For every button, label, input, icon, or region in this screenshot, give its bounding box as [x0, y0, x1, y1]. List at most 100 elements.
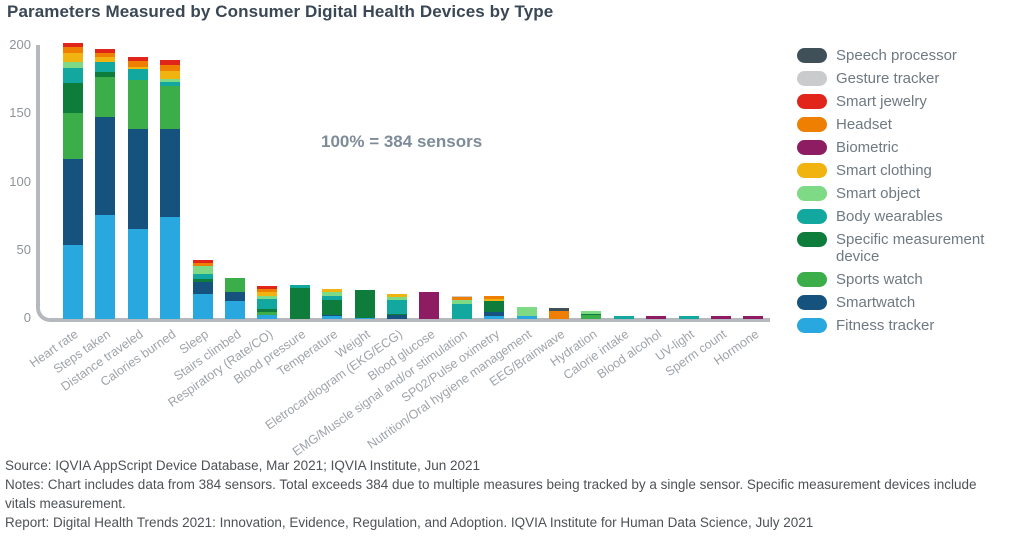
bar-calories-burned	[160, 59, 181, 319]
bar-segment	[192, 273, 213, 280]
bar-segment	[322, 291, 343, 296]
bar-segment	[127, 66, 148, 70]
legend-label: Gesture tracker	[836, 70, 940, 87]
legend-item-sports-watch: Sports watch	[797, 271, 1024, 288]
bar-segment	[95, 56, 116, 63]
bar-segment	[451, 295, 472, 298]
legend-swatch-icon	[797, 186, 827, 201]
bar-segment	[289, 284, 310, 288]
bar-segment	[322, 289, 343, 292]
bar-segment	[95, 62, 116, 72]
bar-sleep	[192, 260, 213, 319]
bar-segment	[387, 313, 407, 315]
footer-report: Report: Digital Health Trends 2021: Inno…	[5, 515, 814, 531]
bar-sperm-count	[711, 316, 731, 319]
bar-segment	[192, 294, 213, 319]
bar-distance-traveled	[127, 56, 148, 319]
y-tick-label: 150	[9, 105, 31, 121]
footer-source: Source: IQVIA AppScript Device Database,…	[5, 458, 481, 473]
page-title: Parameters Measured by Consumer Digital …	[7, 2, 554, 21]
bar-steps-taken	[95, 48, 116, 319]
bar-segment	[127, 69, 148, 81]
bar-segment	[127, 56, 148, 62]
legend-item-smartwatch: Smartwatch	[797, 294, 1024, 311]
legend-item-fitness-tracker: Fitness tracker	[797, 317, 1024, 334]
legend-swatch-icon	[797, 48, 827, 63]
bar-segment	[225, 291, 245, 302]
legend-label: Sports watch	[836, 271, 923, 288]
bar-segment	[63, 47, 83, 53]
bar-segment	[63, 245, 83, 319]
bar-segment	[257, 286, 278, 290]
bar-uv-light	[678, 316, 699, 319]
bar-sp02-pulse-oximetry	[484, 295, 505, 319]
legend-swatch-icon	[797, 272, 827, 287]
bar-segment	[160, 216, 181, 319]
bar-segment	[257, 309, 278, 313]
bar-segment	[257, 295, 278, 299]
bar-hormone	[743, 316, 764, 319]
bar-segment	[95, 117, 116, 216]
bar-segment	[63, 67, 83, 83]
legend-swatch-icon	[797, 318, 827, 333]
bar-segment	[387, 297, 407, 300]
bar-segment	[225, 301, 245, 319]
bar-segment	[160, 78, 181, 82]
bar-hydration	[581, 310, 602, 319]
bar-segment	[95, 52, 116, 57]
bar-segment	[160, 59, 181, 66]
bar-segment	[419, 291, 440, 319]
bar-segment	[451, 297, 472, 300]
legend-label: Fitness tracker	[836, 317, 935, 334]
bar-segment	[63, 62, 83, 68]
bar-segment	[322, 316, 343, 319]
bar-segment	[613, 316, 634, 319]
bar-segment	[549, 308, 569, 311]
bar-segment	[711, 316, 731, 319]
bar-emg-muscle-signal-and-or-stimulation	[451, 295, 472, 319]
legend-item-headset: Headset	[797, 116, 1024, 133]
bar-segment	[257, 291, 278, 296]
bar-heart-rate	[63, 43, 83, 319]
bar-eletrocardiogram-ekg-ecg-	[387, 294, 407, 319]
legend-item-speech-processor: Speech processor	[797, 47, 1024, 64]
bar-segment	[160, 81, 181, 86]
bar-segment	[354, 317, 375, 319]
bar-blood-pressure	[289, 284, 310, 319]
bar-segment	[581, 310, 602, 314]
bar-nutrition-oral-hygiene-management	[516, 306, 537, 319]
legend-label: Speech processor	[836, 47, 957, 64]
bar-segment	[127, 228, 148, 319]
bar-segment	[484, 301, 505, 313]
bar-calorie-intake	[613, 316, 634, 319]
bar-segment	[581, 313, 602, 315]
legend-swatch-icon	[797, 295, 827, 310]
footer-notes: Notes: Chart includes data from 384 sens…	[5, 477, 977, 512]
legend: Speech processor Gesture tracker Smart jew…	[797, 47, 1024, 340]
bar-segment	[387, 299, 407, 314]
legend-swatch-icon	[797, 209, 827, 224]
bar-segment	[678, 316, 699, 319]
bar-respiratory-rate-co-	[257, 286, 278, 319]
bar-segment	[451, 299, 472, 304]
bar-temperature	[322, 289, 343, 319]
legend-label: Headset	[836, 116, 892, 133]
bar-segment	[63, 159, 83, 246]
bar-segment	[289, 287, 310, 319]
bar-segment	[225, 278, 245, 292]
bar-segment	[581, 314, 602, 319]
bar-segment	[192, 260, 213, 264]
legend-label: Specific measurement device	[836, 231, 985, 265]
bar-segment	[63, 82, 83, 113]
bar-segment	[322, 299, 343, 315]
bar-segment	[484, 316, 505, 319]
bar-segment	[127, 61, 148, 67]
bar-stairs-climbed	[225, 278, 245, 319]
bar-segment	[387, 314, 407, 319]
bar-segment	[743, 316, 764, 319]
legend-item-smart-jewelry: Smart jewelry	[797, 93, 1024, 110]
legend-item-smart-clothing: Smart clothing	[797, 162, 1024, 179]
bar-segment	[484, 295, 505, 299]
bar-weight	[354, 290, 375, 319]
legend-swatch-icon	[797, 163, 827, 178]
